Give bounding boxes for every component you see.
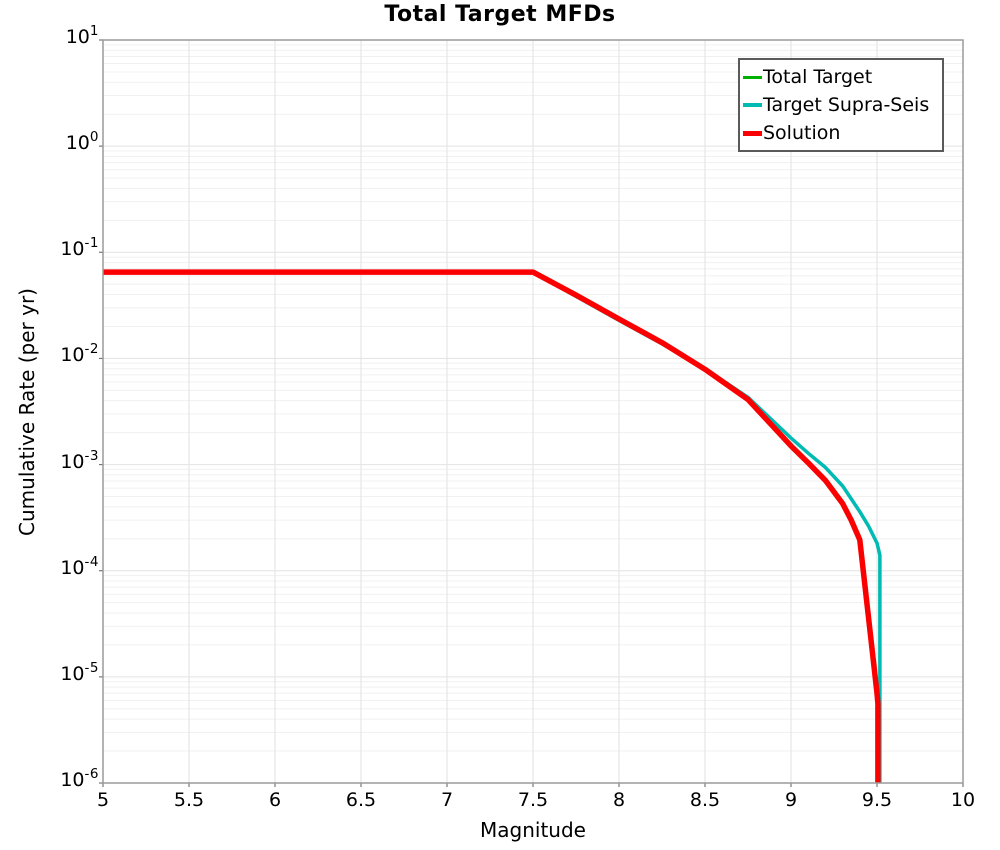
- legend-item-solution: Solution: [743, 119, 938, 147]
- legend-item-total-target: Total Target: [743, 63, 938, 91]
- y-tick-label: 10-2: [60, 341, 99, 367]
- x-tick-label: 8.5: [689, 789, 721, 811]
- x-tick-label: 9.5: [861, 789, 893, 811]
- x-tick-label: 6.5: [345, 789, 377, 811]
- x-axis-label: Magnitude: [480, 818, 586, 842]
- y-tick-label: 10-5: [60, 659, 99, 685]
- x-tick-label: 10: [950, 789, 976, 811]
- y-tick-label: 10-6: [60, 766, 99, 791]
- x-tick-label: 5.5: [173, 789, 205, 811]
- y-tick-label: 101: [65, 23, 99, 48]
- y-tick-label: 10-3: [60, 447, 99, 473]
- legend-line-total-target: [743, 75, 762, 79]
- series-line-target-supra-seis: [103, 270, 882, 783]
- series-line-total-target: [103, 270, 882, 783]
- x-tick-label: 7: [440, 789, 454, 811]
- legend-line-solution: [743, 130, 762, 136]
- legend: Total Target Target Supra-Seis Solution: [738, 58, 944, 152]
- legend-line-target-supra-seis: [743, 103, 762, 107]
- y-tick-label: 100: [65, 129, 99, 155]
- legend-item-target-supra-seis: Target Supra-Seis: [743, 91, 938, 119]
- x-tick-label: 9: [784, 789, 798, 811]
- legend-label: Solution: [763, 122, 841, 144]
- x-tick-label: 6: [268, 789, 282, 811]
- chart-title: Total Target MFDs: [384, 2, 616, 27]
- y-tick-label: 10-1: [60, 235, 99, 261]
- x-tick-label: 7.5: [517, 789, 549, 811]
- legend-label: Target Supra-Seis: [763, 94, 930, 116]
- y-axis-label: Cumulative Rate (per yr): [15, 288, 39, 536]
- y-tick-label: 10-4: [60, 553, 99, 579]
- x-tick-label: 5: [96, 789, 110, 811]
- series-line-solution: [103, 269, 881, 783]
- x-tick-label: 8: [612, 789, 626, 811]
- plot-frame: [102, 39, 964, 784]
- legend-label: Total Target: [763, 66, 873, 88]
